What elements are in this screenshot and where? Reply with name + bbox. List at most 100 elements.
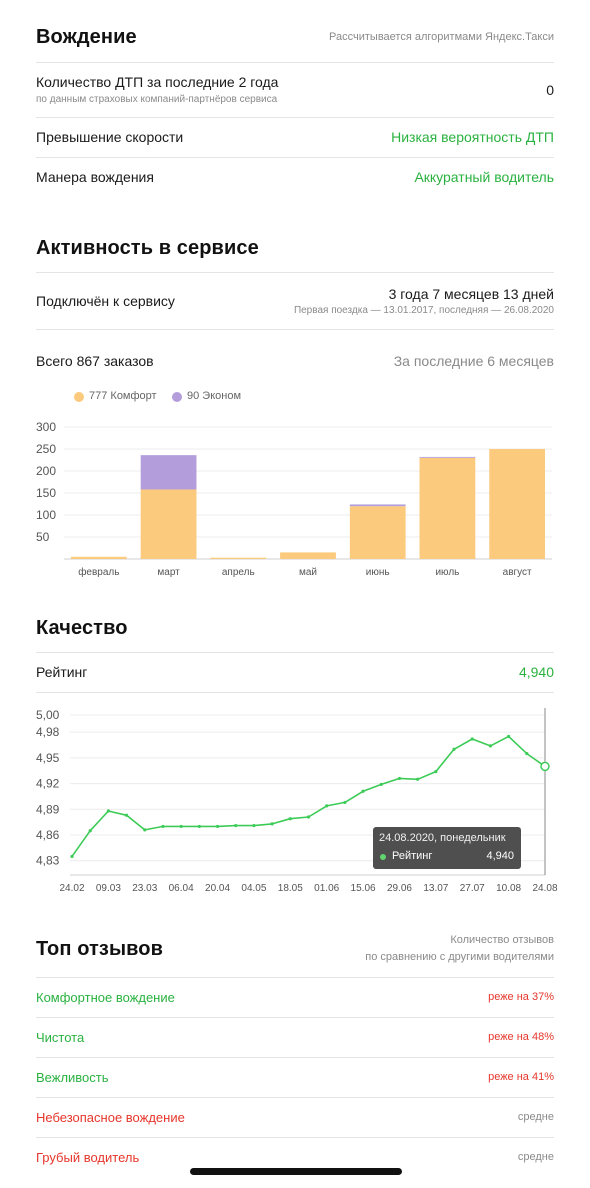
rating-line-chart[interactable]: 4,83 4,86 4,89 4,92 4,95 4,98 5,00 24.02 09.03 23… [0,700,590,900]
bar-y-tick: 150 [36,486,56,500]
divider [36,1057,554,1058]
line-y-tick: 4,86 [36,828,60,842]
line-y-tick: 4,92 [36,777,60,791]
review-value: средне [517,1111,554,1123]
review-label: Чистота [36,1030,85,1045]
rating-point [325,804,329,808]
home-indicator[interactable] [190,1168,402,1175]
review-item-cleanliness[interactable]: Чистота реже на 48% [36,1028,554,1050]
legend-comfort-swatch [74,392,84,402]
bar-econom [349,504,406,507]
line-x-tick: 13.07 [423,883,448,894]
rating-value: 4,940 [518,664,554,680]
manner-row[interactable]: Манера вождения Аккуратный водитель [36,168,554,190]
divider [36,652,554,653]
rating-point [215,824,220,829]
connected-row: Подключён к сервису 3 года 7 месяцев 13 … [36,284,554,320]
bar-comfort [489,449,546,559]
connected-sub: Первая поездка — 13.01.2017, последняя —… [293,305,554,316]
bar-comfort [70,556,127,559]
accidents-row[interactable]: Количество ДТП за последние 2 года по да… [36,72,554,116]
accidents-value: 0 [546,82,554,98]
rating-point [361,789,365,793]
rating-point [525,751,529,756]
bar-x-tick: апрель [222,567,255,578]
line-x-tick: 09.03 [96,883,121,894]
rating-point [70,854,74,859]
line-x-tick: 24.08 [532,883,557,894]
bar-x-tick: август [503,567,532,578]
bar-y-tick: 300 [36,420,56,434]
activity-title: Активность в сервисе [36,237,259,259]
line-x-tick: 20.04 [205,883,230,894]
connected-label: Подключён к сервису [36,293,175,309]
rating-point [179,824,183,829]
review-value: средне [517,1151,554,1163]
rating-point [252,823,256,828]
speeding-label: Превышение скорости [36,129,184,145]
line-x-tick: 23.03 [132,883,157,894]
divider [36,117,554,118]
line-y-tick: 4,83 [36,854,60,868]
rating-point [234,823,238,828]
bar-x-tick: февраль [78,566,119,578]
period-label: За последние 6 месяцев [393,353,554,369]
bar-x-tick: июль [435,567,459,578]
line-x-tick: 10.08 [496,883,521,894]
review-item-comfort[interactable]: Комфортное вождение реже на 37% [36,988,554,1010]
divider [36,692,554,693]
connected-value: 3 года 7 месяцев 13 дней [388,286,554,302]
bar-comfort [349,506,406,559]
orders-bar-chart: 50 100 150 200 250 300 февраль март апрель май июн… [36,420,552,578]
rating-point [124,813,129,817]
driving-note: Рассчитывается алгоритмами Яндекс.Такси [329,31,554,43]
bar-econom [140,455,197,490]
line-x-tick: 04.05 [241,883,266,894]
line-x-tick: 18.05 [278,883,303,894]
divider [36,272,554,273]
total-orders-label: Всего 867 заказов [36,353,154,369]
review-label: Комфортное вождение [36,990,175,1005]
tooltip-date: 24.08.2020, понедельник [379,832,506,844]
line-x-tick: 15.06 [351,883,376,894]
line-y-tick: 4,95 [36,751,60,765]
tooltip-value: 4,940 [486,850,514,862]
rating-point [488,744,493,748]
rating-label: Рейтинг [36,664,88,680]
accidents-sublabel: по данным страховых компаний-партнёров с… [36,94,278,105]
reviews-note-line2: по сравнению с другими водителями [365,951,554,963]
rating-point [88,829,92,833]
driving-title: Вождение [36,26,137,48]
bar-comfort [419,457,476,559]
bar-y-tick: 250 [36,442,56,456]
rating-point [507,734,511,739]
manner-label: Манера вождения [36,169,154,185]
rating-point [452,747,456,751]
rating-point [306,815,311,819]
line-x-tick: 29.06 [387,883,412,894]
line-y-tick: 5,00 [36,708,60,722]
bar-comfort [210,557,267,559]
reviews-title: Топ отзывов [36,938,163,960]
review-item-politeness[interactable]: Вежливость реже на 41% [36,1068,554,1090]
line-x-tick: 06.04 [169,883,194,894]
rating-point [434,769,438,774]
accidents-label: Количество ДТП за последние 2 года [36,74,279,90]
bar-y-tick: 50 [36,530,50,544]
review-item-rude-driver[interactable]: Грубый водитель средне [36,1148,554,1170]
line-y-tick: 4,89 [36,802,60,816]
tooltip-dot [380,854,386,860]
speeding-value: Низкая вероятность ДТП [391,129,554,145]
review-item-unsafe-driving[interactable]: Небезопасное вождение средне [36,1108,554,1130]
rating-point [470,737,474,741]
bar-x-tick: март [157,567,180,578]
divider [36,1097,554,1098]
rating-point [379,782,383,787]
manner-value: Аккуратный водитель [414,169,554,185]
line-x-tick: 27.07 [460,883,485,894]
line-x-tick: 24.02 [59,883,84,894]
speeding-row[interactable]: Превышение скорости Низкая вероятность Д… [36,128,554,150]
legend-comfort-label: 777 Комфорт [89,390,157,402]
rating-point [197,824,201,829]
bar-comfort [280,552,336,559]
